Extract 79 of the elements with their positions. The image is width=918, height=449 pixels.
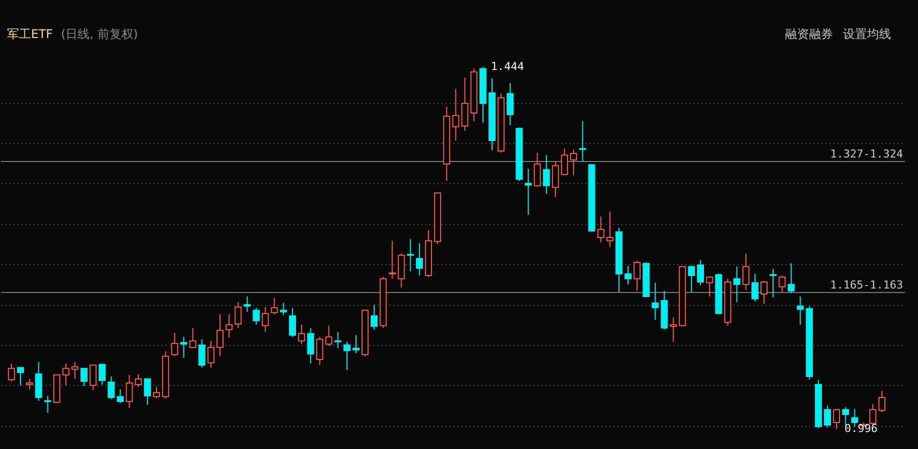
candlestick [579, 120, 586, 162]
candlestick [298, 324, 306, 345]
candlestick [8, 363, 15, 382]
candlestick [733, 266, 740, 303]
candlestick [688, 265, 695, 293]
candlestick [280, 302, 287, 316]
candlestick [878, 390, 886, 413]
candlestick [461, 77, 468, 132]
candlestick [552, 161, 559, 198]
candlestick [116, 388, 124, 404]
candlestick [670, 316, 677, 342]
candlestick [634, 260, 641, 292]
candlestick [788, 262, 795, 294]
candlestick [234, 302, 242, 328]
candlestick [80, 368, 88, 387]
candlestick [416, 242, 423, 276]
candlestick [62, 363, 70, 386]
candlestick [388, 240, 396, 280]
candlestick [262, 306, 269, 333]
candlestick [561, 148, 568, 176]
candlestick [570, 148, 578, 176]
candlestick [824, 405, 831, 428]
candlestick [597, 216, 604, 243]
candlestick [370, 304, 378, 330]
candlestick [289, 307, 296, 338]
text: 融资融券 [785, 27, 833, 41]
candlestick [742, 253, 750, 291]
candlestick [751, 273, 758, 302]
candlestick [26, 378, 34, 390]
candlestick [307, 327, 314, 364]
candlestick [534, 152, 541, 188]
candlestick [796, 296, 804, 326]
candlestick [189, 327, 196, 349]
candlestick [71, 361, 78, 380]
candlestick [134, 374, 142, 388]
candlestick [833, 408, 840, 430]
candlestick [270, 298, 278, 315]
candlestick [198, 338, 206, 368]
candlestick [216, 314, 224, 357]
candlestick [770, 268, 777, 298]
candlestick [180, 336, 188, 358]
candlestick [343, 341, 350, 371]
candlestick [207, 340, 214, 368]
candlestick [398, 253, 405, 288]
candlestick [98, 364, 106, 386]
candlestick [226, 314, 233, 338]
candlestick [108, 376, 115, 400]
candlestick [316, 336, 324, 366]
candlestick [406, 238, 414, 272]
candlestick [171, 332, 178, 357]
candlestick [325, 325, 332, 346]
candlestick [144, 378, 151, 406]
text: 设置均线 [843, 27, 891, 41]
candlestick [126, 374, 133, 408]
candlestick [90, 364, 97, 391]
candlestick [452, 88, 460, 142]
chart-title: 军工ETF [7, 27, 53, 41]
candlestick [697, 260, 704, 286]
annotation: 0.996 [844, 422, 878, 435]
candlestick [153, 386, 160, 399]
candlestick [542, 154, 550, 194]
annotation: 1.444 [490, 60, 524, 73]
candlestick [44, 395, 52, 414]
chart-subtitle: (日线, 前复权) [61, 27, 138, 41]
candlestick [252, 307, 260, 326]
candlestick [706, 276, 714, 297]
candlestick [760, 280, 768, 304]
candlestick [17, 366, 24, 386]
ref-line-label: 1.327-1.324 [830, 148, 904, 161]
candlestick [524, 168, 532, 216]
candlestick [244, 296, 251, 312]
candlestick [35, 361, 42, 402]
candlestick [778, 274, 786, 293]
candlestick [606, 211, 614, 248]
candlestick [352, 334, 360, 354]
candlestick [652, 282, 659, 320]
candlestick [506, 82, 514, 126]
ref-line-label: 1.165-1.163 [830, 278, 903, 292]
candlestick [624, 265, 632, 285]
